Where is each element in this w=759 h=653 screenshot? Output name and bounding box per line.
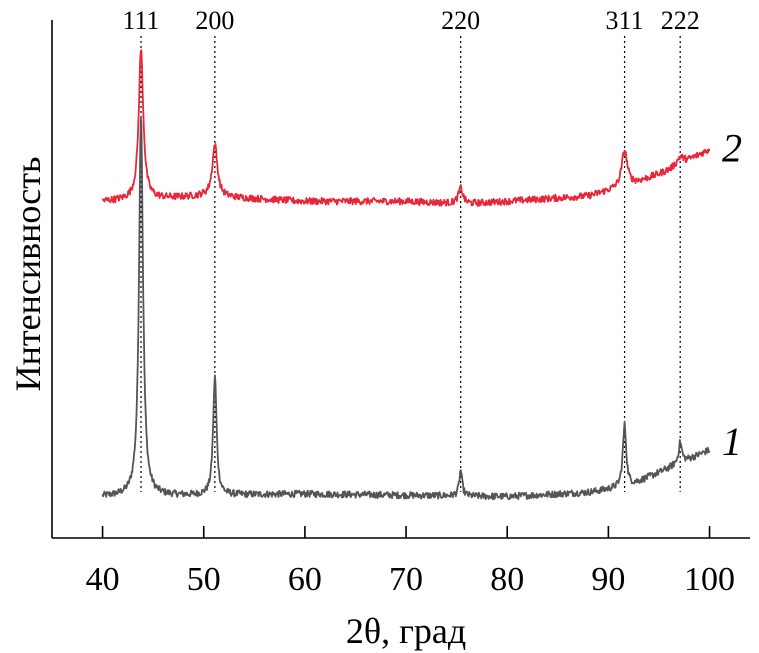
series-lines [101, 49, 711, 501]
x-ticks: 40 50 60 70 80 90 100 [86, 526, 735, 598]
x-tick-label: 90 [591, 561, 625, 598]
peak-label-220: 220 [441, 6, 480, 35]
series-tags: 12 [722, 126, 742, 464]
x-tick-label: 100 [684, 561, 735, 598]
peak-label-111: 111 [122, 6, 159, 35]
series-tag-2: 2 [722, 126, 742, 171]
x-tick-label: 80 [490, 561, 524, 598]
peak-labels: 111 200 220 311 222 [122, 6, 699, 35]
peak-label-222: 222 [661, 6, 700, 35]
peak-label-311: 311 [606, 6, 644, 35]
series-tag-1: 1 [722, 419, 742, 464]
x-tick-label: 50 [187, 561, 221, 598]
x-tick-label: 60 [288, 561, 322, 598]
x-axis-title: 2θ, град [346, 611, 466, 651]
y-axis-title: Интенсивность [8, 157, 48, 392]
peak-reference-lines [140, 36, 681, 492]
series-line-2 [101, 49, 711, 207]
peak-label-200: 200 [195, 6, 234, 35]
x-tick-label: 40 [86, 561, 120, 598]
x-tick-label: 70 [389, 561, 423, 598]
series-line-1 [101, 117, 711, 501]
